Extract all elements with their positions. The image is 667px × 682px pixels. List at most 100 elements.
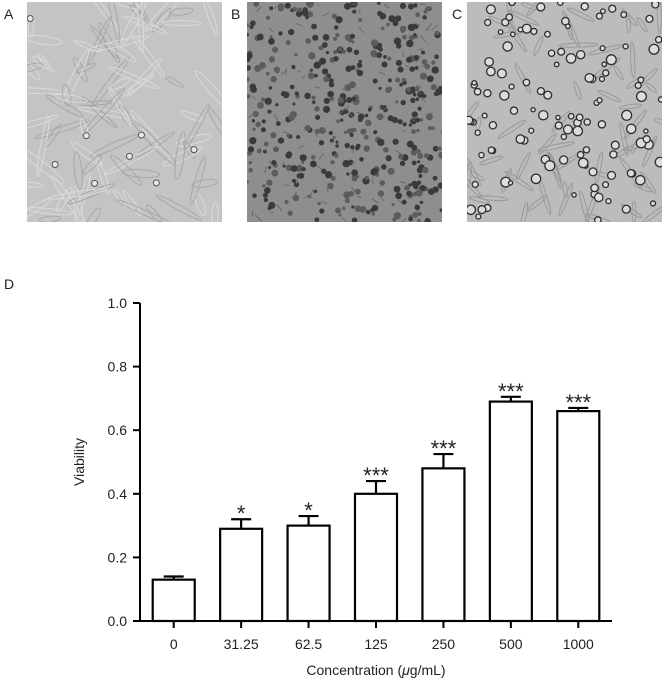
round-cell bbox=[402, 122, 407, 127]
cell-shape bbox=[79, 100, 113, 107]
round-cell bbox=[333, 56, 339, 62]
cell-shape bbox=[146, 204, 164, 222]
round-cell bbox=[437, 146, 442, 151]
round-cell bbox=[294, 91, 299, 96]
round-cell bbox=[27, 14, 34, 22]
round-cell bbox=[314, 106, 320, 112]
round-cell bbox=[341, 49, 346, 54]
round-cell bbox=[256, 148, 262, 154]
round-cell bbox=[416, 167, 423, 174]
round-cell bbox=[272, 46, 279, 53]
round-cell bbox=[363, 134, 369, 140]
y-axis-title: Viability bbox=[71, 438, 87, 486]
cell-shape bbox=[27, 15, 35, 38]
cell-shape bbox=[653, 118, 662, 126]
cell-shape bbox=[36, 116, 50, 178]
round-cell bbox=[271, 160, 277, 166]
cell-process bbox=[352, 149, 355, 154]
round-cell bbox=[312, 34, 319, 41]
cell-shape bbox=[520, 202, 529, 222]
round-cell bbox=[346, 96, 353, 104]
round-cell bbox=[351, 169, 359, 177]
round-cell bbox=[602, 181, 610, 189]
round-cell bbox=[501, 18, 510, 27]
cell-shape bbox=[32, 55, 50, 70]
cell-process bbox=[282, 161, 285, 167]
cell-process bbox=[380, 116, 385, 120]
round-cell bbox=[292, 102, 296, 106]
round-cell bbox=[406, 39, 414, 48]
round-cell bbox=[401, 199, 407, 205]
x-tick-label: 1000 bbox=[563, 636, 594, 652]
round-cell bbox=[367, 107, 372, 112]
cell-process bbox=[425, 29, 429, 31]
cell-shape bbox=[467, 101, 480, 123]
round-cell bbox=[247, 32, 249, 37]
round-cell bbox=[348, 191, 354, 197]
round-cell bbox=[335, 16, 343, 24]
cell-shape bbox=[195, 70, 222, 110]
cell-shape bbox=[90, 25, 119, 59]
cell-shape bbox=[124, 2, 151, 25]
round-cell bbox=[268, 166, 272, 170]
cell-shape bbox=[27, 181, 44, 188]
round-cell bbox=[364, 113, 369, 118]
round-cell bbox=[415, 97, 420, 102]
x-tick-label: 500 bbox=[499, 636, 523, 652]
cell-process bbox=[426, 23, 433, 30]
round-cell bbox=[582, 146, 591, 154]
cell-process bbox=[417, 90, 421, 95]
cell-shape bbox=[37, 54, 54, 73]
round-cell bbox=[250, 20, 256, 26]
round-cell bbox=[413, 54, 420, 61]
round-cell bbox=[560, 133, 568, 140]
cell-shape bbox=[626, 15, 632, 33]
round-cell bbox=[332, 136, 336, 140]
cell-shape bbox=[108, 87, 132, 127]
round-cell bbox=[421, 50, 426, 55]
round-cell bbox=[598, 75, 606, 83]
round-cell bbox=[651, 2, 660, 9]
round-cell bbox=[370, 207, 375, 213]
cell-process bbox=[384, 105, 388, 111]
round-cell bbox=[413, 3, 418, 8]
round-cell bbox=[530, 27, 538, 36]
cell-shape bbox=[155, 194, 202, 221]
round-cell bbox=[351, 40, 355, 44]
round-cell bbox=[426, 75, 434, 83]
cell-process bbox=[404, 64, 409, 68]
round-cell bbox=[342, 206, 346, 211]
cell-shape bbox=[54, 93, 88, 104]
round-cell bbox=[415, 12, 421, 18]
round-cell bbox=[609, 150, 618, 159]
round-cell bbox=[593, 192, 604, 203]
round-cell bbox=[247, 76, 250, 82]
round-cell bbox=[318, 126, 326, 134]
round-cell bbox=[425, 113, 433, 121]
round-cell bbox=[295, 164, 304, 172]
cell-process bbox=[264, 166, 267, 174]
round-cell bbox=[422, 15, 427, 20]
cell-shape bbox=[551, 110, 571, 133]
round-cell bbox=[431, 126, 435, 130]
cell-process bbox=[295, 178, 298, 185]
round-cell bbox=[521, 23, 532, 34]
round-cell bbox=[285, 152, 292, 159]
cell-shape bbox=[636, 16, 648, 33]
round-cell bbox=[248, 160, 253, 165]
cell-shape bbox=[537, 141, 575, 152]
round-cell bbox=[406, 140, 414, 148]
cell-shape bbox=[175, 133, 213, 147]
round-cell bbox=[584, 72, 595, 83]
round-cell bbox=[595, 12, 604, 20]
round-cell bbox=[634, 81, 642, 90]
round-cell bbox=[621, 109, 633, 121]
bar bbox=[421, 467, 466, 623]
round-cell bbox=[515, 134, 526, 145]
cell-shape bbox=[72, 185, 85, 222]
round-cell bbox=[328, 78, 334, 84]
round-cell bbox=[247, 146, 255, 153]
x-tick-label: 250 bbox=[432, 636, 456, 652]
round-cell bbox=[372, 167, 379, 175]
round-cell bbox=[304, 92, 311, 100]
